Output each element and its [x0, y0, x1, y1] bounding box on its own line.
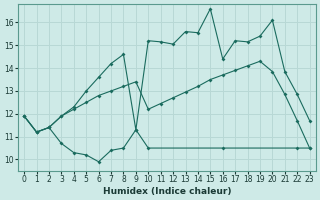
X-axis label: Humidex (Indice chaleur): Humidex (Indice chaleur): [103, 187, 231, 196]
